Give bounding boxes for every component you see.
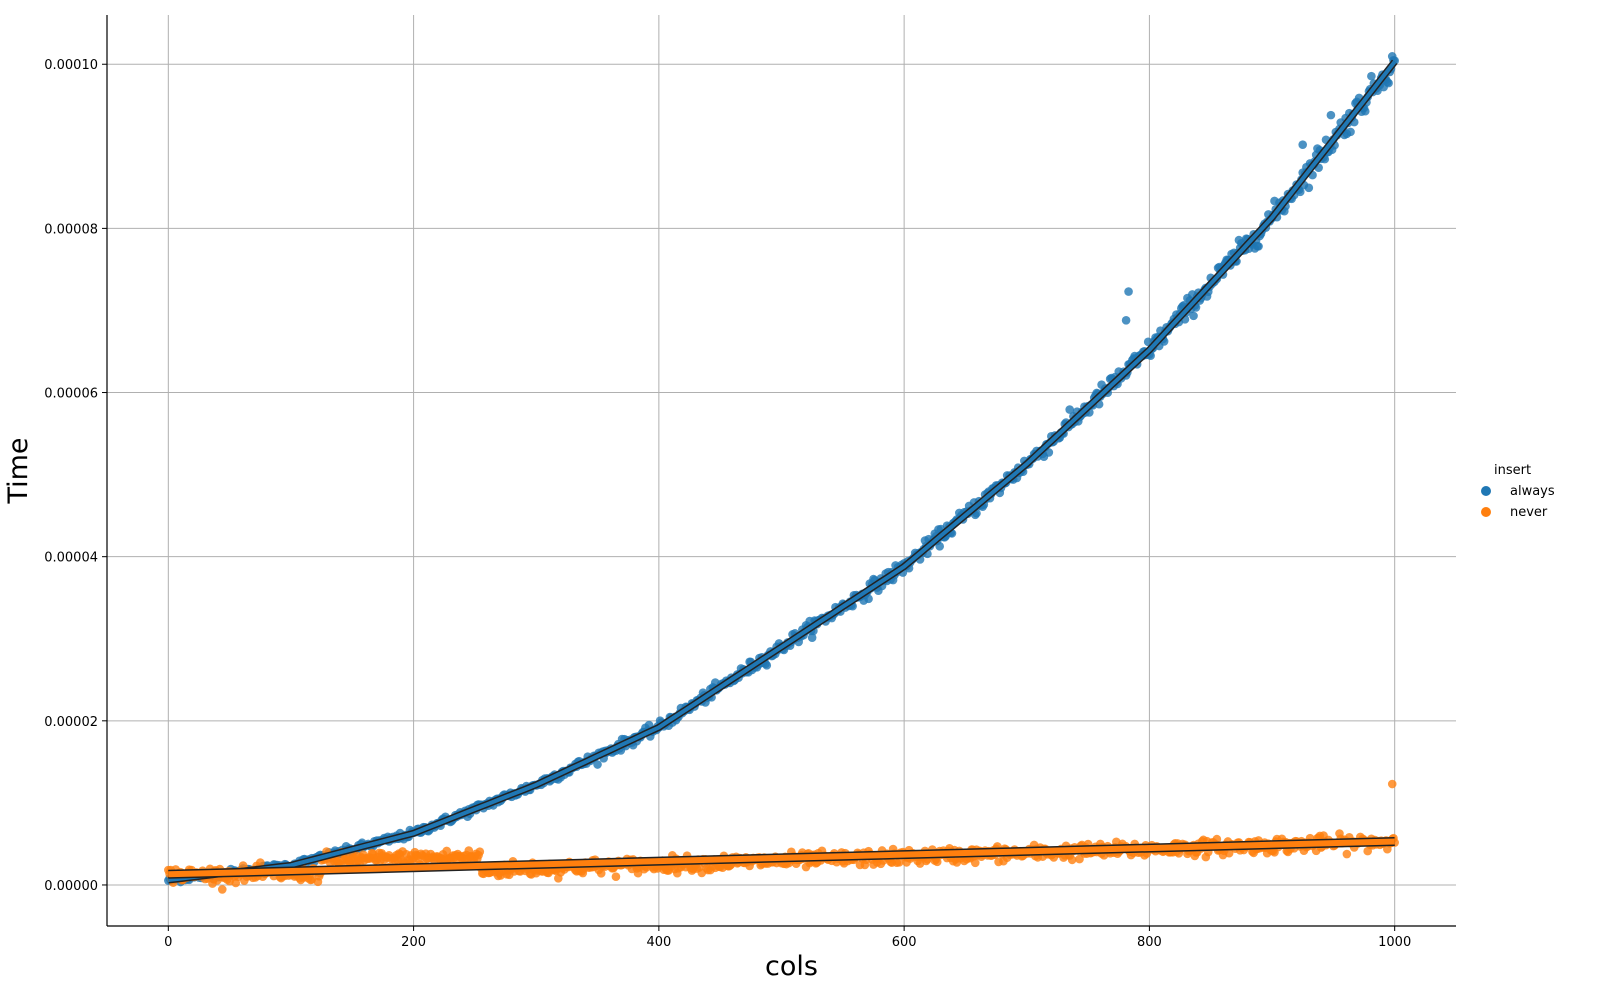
- x-tick-label: 800: [1137, 935, 1162, 950]
- legend-title: insert: [1494, 463, 1531, 478]
- data-point-always: [762, 661, 772, 670]
- data-point-always: [593, 760, 602, 769]
- legend-label-never: never: [1510, 505, 1548, 520]
- data-point-never: [442, 846, 452, 856]
- trend-line-always-outline: [167, 59, 1398, 884]
- data-point-always: [864, 594, 873, 604]
- x-axis-title: cols: [765, 951, 818, 982]
- x-tick-label: 0: [164, 935, 172, 950]
- legend-label-always: always: [1510, 484, 1555, 499]
- x-tick-label: 600: [892, 935, 917, 950]
- data-point-always: [935, 542, 945, 551]
- data-point-never: [255, 858, 265, 867]
- data-point-never: [596, 869, 606, 878]
- y-tick-label: 0.00008: [44, 222, 98, 237]
- data-point-always: [1360, 106, 1370, 116]
- series-never-points: [164, 779, 1399, 894]
- data-point-always: [1189, 311, 1198, 321]
- data-point-always: [1367, 71, 1376, 81]
- data-point-never: [475, 847, 485, 857]
- data-point-never: [894, 858, 904, 867]
- data-point-always: [1298, 140, 1308, 149]
- trend-line-never: [168, 838, 1395, 878]
- data-point-always: [1044, 448, 1054, 457]
- series-always-points: [164, 52, 1399, 887]
- legend-marker-never: [1481, 507, 1491, 517]
- data-point-never: [217, 885, 227, 894]
- grid: [107, 15, 1456, 926]
- x-tick-label: 1000: [1378, 935, 1411, 950]
- data-point-always: [1065, 405, 1074, 414]
- data-point-always: [1254, 242, 1263, 251]
- data-point-never: [1342, 849, 1352, 859]
- data-point-always: [1304, 183, 1314, 193]
- y-tick-label: 0.00006: [44, 387, 98, 402]
- y-tick-label: 0.00010: [44, 58, 98, 73]
- axes: [106, 15, 1456, 927]
- legend-marker-always: [1481, 486, 1491, 496]
- data-point-never: [1212, 834, 1222, 844]
- y-tick-label: 0.00004: [44, 551, 98, 566]
- data-point-always: [1326, 110, 1336, 120]
- data-point-never: [970, 858, 980, 868]
- data-point-always: [1121, 316, 1131, 325]
- data-point-never: [611, 872, 621, 882]
- trend-line-always: [168, 60, 1397, 882]
- legend: insert always never: [1481, 463, 1555, 520]
- y-tick-label: 0.00000: [44, 879, 98, 894]
- data-point-never: [932, 857, 942, 867]
- data-point-always: [1124, 287, 1133, 296]
- data-point-never: [1075, 854, 1084, 864]
- data-point-never: [1224, 848, 1234, 858]
- data-point-always: [1384, 78, 1393, 88]
- y-axis-title: Time: [3, 437, 34, 504]
- x-tick-label: 200: [401, 935, 426, 950]
- data-point-always: [1346, 127, 1355, 137]
- data-point-always: [807, 633, 817, 642]
- data-point-never: [1387, 779, 1397, 789]
- x-tick-label: 400: [646, 935, 671, 950]
- data-point-never: [1067, 855, 1077, 865]
- y-tick-label: 0.00002: [44, 715, 98, 730]
- trend-lines: [167, 59, 1398, 884]
- ticks: 0 200 400 600 800 1000 0.00000 0.00002 0.00004 0.…: [44, 58, 1411, 950]
